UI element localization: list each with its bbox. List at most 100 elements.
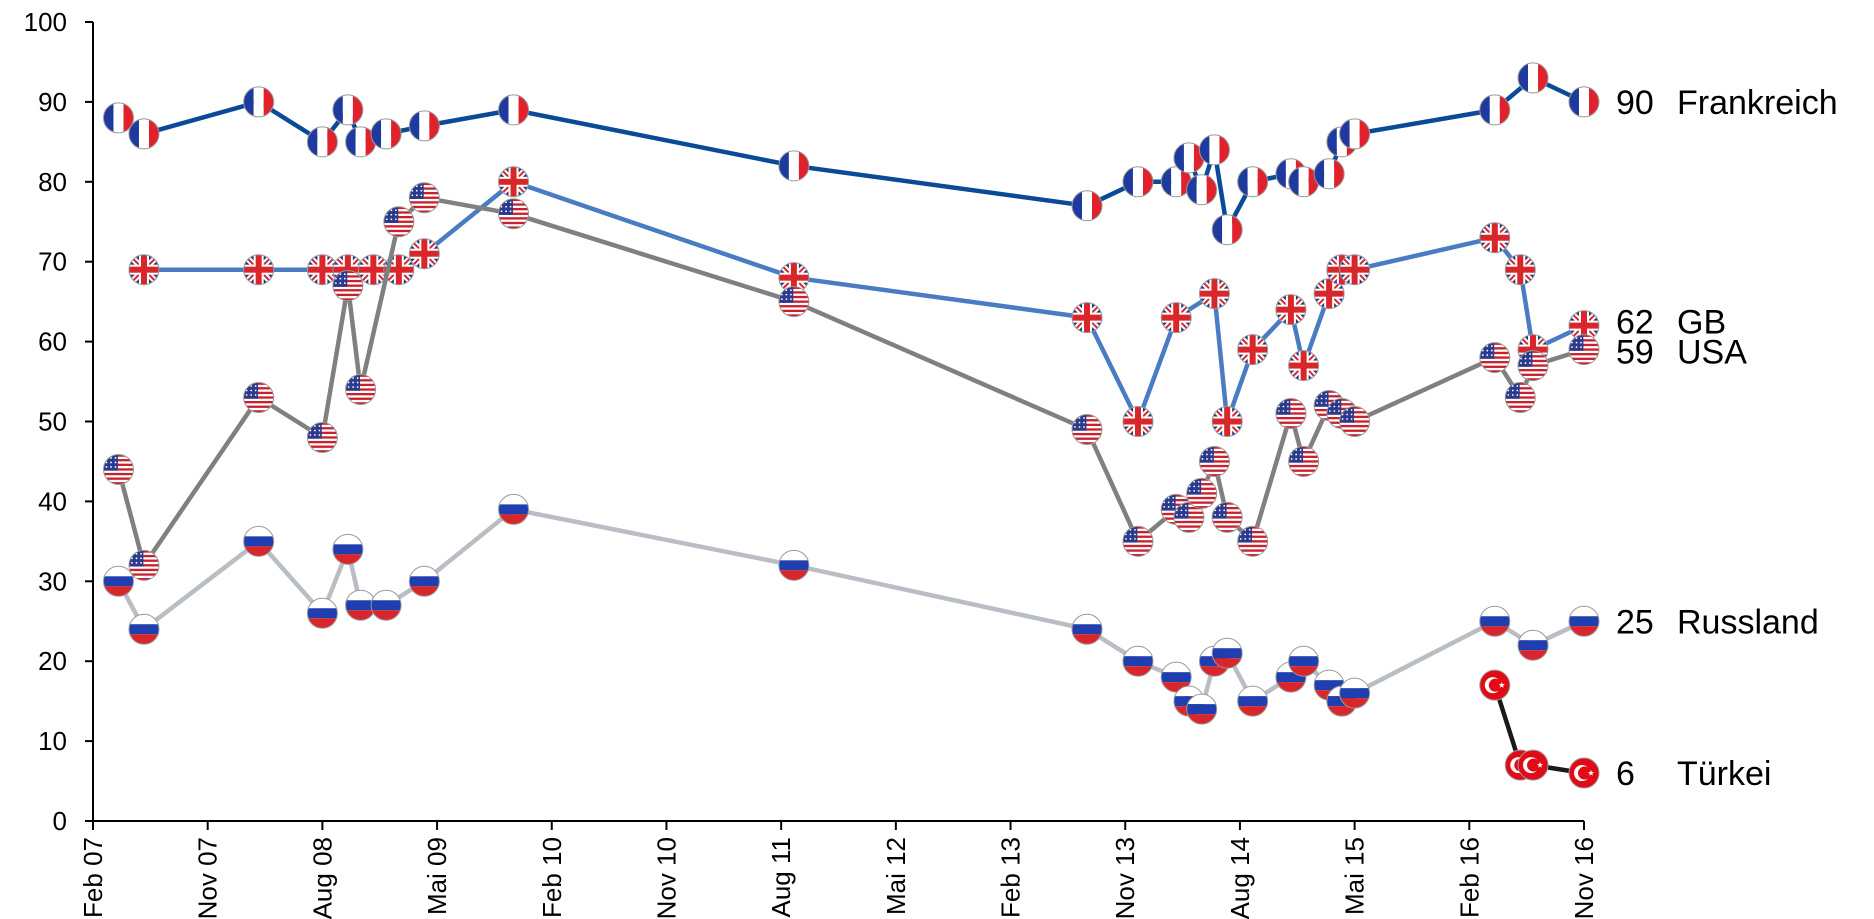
data-point-france-flag-icon	[306, 126, 338, 158]
data-point-france-flag-icon	[1071, 190, 1103, 222]
data-point-uk-flag-icon	[498, 166, 530, 198]
x-tick-label: Nov 10	[651, 837, 681, 919]
data-point-russia-flag-icon	[332, 533, 364, 565]
y-tick-label: 50	[38, 407, 67, 437]
data-point-france-flag-icon	[102, 102, 134, 134]
data-point-russia-flag-icon	[778, 549, 810, 581]
data-point-russia-flag-icon	[1568, 605, 1600, 637]
data-point-russia-flag-icon	[102, 565, 134, 597]
data-point-france-flag-icon	[243, 86, 275, 118]
data-point-france-flag-icon	[1122, 166, 1154, 198]
data-point-france-flag-icon	[128, 118, 160, 150]
data-point-usa-flag-icon	[1339, 406, 1371, 437]
data-point-uk-flag-icon	[778, 262, 810, 294]
end-value-label: 6	[1616, 755, 1635, 793]
data-point-usa-flag-icon	[1504, 382, 1536, 414]
end-labels: 90 Frankreich 62 GB 59 USA 25 Russland 6 Türkei	[1616, 84, 1838, 793]
data-point-russia-flag-icon	[1288, 645, 1320, 677]
data-point-russia-flag-icon	[1160, 661, 1192, 693]
data-point-france-flag-icon	[1479, 94, 1511, 126]
series-name-label: USA	[1677, 334, 1747, 372]
end-value-label: 90	[1616, 84, 1654, 122]
x-tick-label: Mai 15	[1340, 837, 1370, 915]
y-tick-label: 80	[38, 167, 67, 197]
end-value-label: 62	[1616, 304, 1654, 342]
series-russland	[102, 493, 1600, 725]
data-point-uk-flag-icon	[1160, 302, 1192, 334]
data-point-russia-flag-icon	[408, 565, 440, 597]
series-name-label: Türkei	[1677, 755, 1771, 793]
data-point-usa-flag-icon	[102, 453, 134, 485]
end-value-label: 25	[1616, 603, 1654, 641]
series-gb	[128, 166, 1600, 437]
series-line	[116, 195, 1585, 568]
data-point-usa-flag-icon	[1211, 501, 1243, 533]
series-layer	[102, 62, 1600, 789]
y-tick-label: 60	[38, 327, 67, 357]
data-point-russia-flag-icon	[1237, 685, 1269, 717]
data-point-usa-flag-icon	[243, 382, 275, 414]
data-point-france-flag-icon	[1186, 174, 1218, 206]
data-point-usa-flag-icon	[1186, 477, 1218, 509]
data-point-russia-flag-icon	[1339, 677, 1371, 709]
y-tick-label: 10	[38, 726, 67, 756]
data-point-usa-flag-icon	[778, 286, 810, 318]
data-point-usa-flag-icon	[1237, 525, 1269, 557]
data-point-uk-flag-icon	[243, 254, 275, 286]
data-point-uk-flag-icon	[1479, 222, 1511, 254]
x-tick-label: Feb 16	[1454, 837, 1484, 918]
x-tick-label: Aug 08	[307, 837, 337, 919]
data-point-france-flag-icon	[1568, 86, 1600, 118]
data-point-usa-flag-icon	[332, 270, 364, 302]
y-tick-label: 70	[38, 247, 67, 277]
data-point-france-flag-icon	[408, 110, 440, 142]
data-point-usa-flag-icon	[1517, 350, 1549, 382]
data-point-france-flag-icon	[1237, 166, 1269, 198]
data-point-france-flag-icon	[1339, 118, 1371, 150]
data-point-russia-flag-icon	[1517, 629, 1549, 661]
data-point-france-flag-icon	[1211, 214, 1243, 246]
data-point-uk-flag-icon	[1211, 406, 1243, 437]
data-point-russia-flag-icon	[306, 597, 338, 629]
series-name-label: GB	[1677, 304, 1726, 342]
series-frankreich	[102, 62, 1600, 246]
data-point-turkey-flag-icon	[1568, 757, 1600, 789]
x-tick-label: Aug 14	[1225, 837, 1255, 919]
data-point-usa-flag-icon	[345, 374, 377, 406]
data-point-france-flag-icon	[332, 94, 364, 126]
data-point-usa-flag-icon	[498, 198, 530, 230]
x-tick-label: Mai 09	[422, 837, 452, 915]
data-point-russia-flag-icon	[243, 525, 275, 557]
x-tick-label: Nov 13	[1110, 837, 1140, 919]
series-name-label: Russland	[1677, 603, 1819, 641]
data-point-uk-flag-icon	[1568, 310, 1600, 342]
data-point-usa-flag-icon	[306, 421, 338, 453]
data-point-uk-flag-icon	[1071, 302, 1103, 334]
x-tick-label: Nov 16	[1569, 837, 1599, 919]
data-point-france-flag-icon	[370, 118, 402, 150]
x-tick-label: Feb 13	[996, 837, 1026, 918]
y-tick-label: 0	[53, 806, 67, 836]
data-point-france-flag-icon	[1517, 62, 1549, 94]
x-tick-label: Feb 10	[537, 837, 567, 918]
x-tick-label: Nov 07	[193, 837, 223, 919]
data-point-usa-flag-icon	[1479, 342, 1511, 374]
data-point-usa-flag-icon	[1568, 334, 1600, 366]
data-point-france-flag-icon	[1313, 158, 1345, 190]
data-point-russia-flag-icon	[1186, 693, 1218, 725]
data-point-russia-flag-icon	[1211, 637, 1243, 669]
data-point-turkey-flag-icon	[1479, 669, 1511, 701]
data-point-russia-flag-icon	[1071, 613, 1103, 645]
x-tick-label: Mai 12	[881, 837, 911, 915]
data-point-usa-flag-icon	[128, 549, 160, 581]
data-point-uk-flag-icon	[1237, 334, 1269, 366]
data-point-france-flag-icon	[778, 150, 810, 182]
data-point-russia-flag-icon	[1479, 605, 1511, 637]
series-türkei	[1479, 669, 1600, 789]
axes: 0 10 20 30 40 50 60 70 80 90 100 Feb 07 Nov 07 Aug 08…	[24, 7, 1599, 919]
series-name-label: Frankreich	[1677, 84, 1838, 122]
data-point-usa-flag-icon	[1122, 525, 1154, 557]
data-point-uk-flag-icon	[306, 254, 338, 286]
data-point-uk-flag-icon	[1275, 294, 1307, 326]
